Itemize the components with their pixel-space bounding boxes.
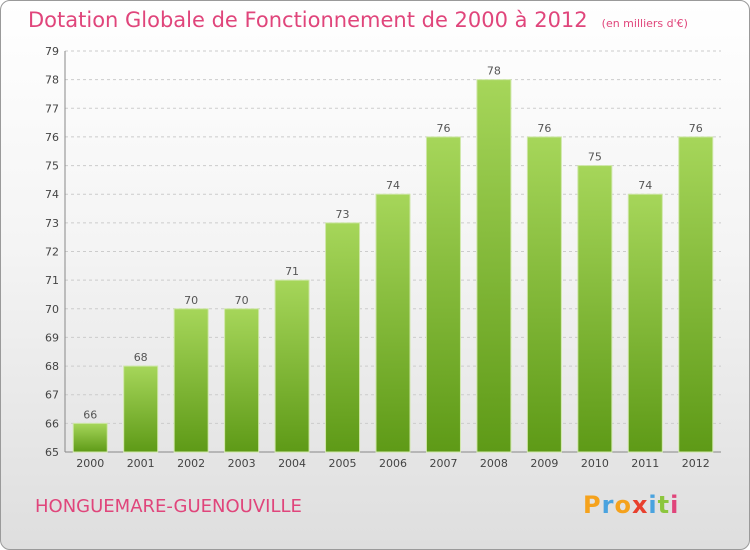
y-tick-label: 74 xyxy=(45,188,59,201)
value-labels: 66 68 70 70 71 73 74 76 78 76 75 74 76 xyxy=(83,65,703,422)
value-label-2000: 66 xyxy=(83,408,97,421)
chart-title: Dotation Globale de Fonctionnement de 20… xyxy=(28,8,688,32)
x-tick-label-2001: 2001 xyxy=(127,457,155,470)
bars xyxy=(72,79,714,453)
y-tick-label: 71 xyxy=(45,274,59,287)
bar-2008 xyxy=(476,79,512,453)
value-label-2003: 70 xyxy=(235,294,249,307)
x-tick-label-2012: 2012 xyxy=(682,457,710,470)
bar-2012 xyxy=(678,136,714,453)
logo-letter: r xyxy=(601,491,615,519)
y-tick-label: 77 xyxy=(45,102,59,115)
x-tick-label-2011: 2011 xyxy=(631,457,659,470)
value-label-2008: 78 xyxy=(487,65,501,78)
logo-letter: o xyxy=(614,491,632,519)
value-label-2007: 76 xyxy=(436,122,450,135)
x-tick-label-2010: 2010 xyxy=(581,457,609,470)
bar-2007 xyxy=(425,136,461,453)
x-tick-label-2004: 2004 xyxy=(278,457,306,470)
y-tick-label: 75 xyxy=(45,160,59,173)
y-tick-label: 72 xyxy=(45,246,59,259)
value-label-2006: 74 xyxy=(386,179,400,192)
x-tick-labels: 2000 2001 2002 2003 2004 2005 2006 2007 2008 2009… xyxy=(76,457,710,470)
y-tick-label: 73 xyxy=(45,217,59,230)
y-tick-label: 70 xyxy=(45,303,59,316)
y-tick-label: 69 xyxy=(45,331,59,344)
bar-2003 xyxy=(224,308,260,453)
y-tick-label: 67 xyxy=(45,389,59,402)
bar-2001 xyxy=(123,365,159,453)
y-tick-label: 79 xyxy=(45,45,59,58)
logo-letter: i xyxy=(648,491,658,519)
x-tick-label-2002: 2002 xyxy=(177,457,205,470)
y-tick-label: 65 xyxy=(45,446,59,459)
value-label-2011: 74 xyxy=(638,179,652,192)
logo-letter: x xyxy=(631,491,649,519)
value-label-2012: 76 xyxy=(689,122,703,135)
bar-2005 xyxy=(325,222,361,453)
x-tick-label-2007: 2007 xyxy=(429,457,457,470)
bar-2004 xyxy=(274,279,310,453)
bar-2002 xyxy=(173,308,209,453)
proxiti-logo: Proxiti xyxy=(583,491,679,519)
bar-2010 xyxy=(577,165,613,453)
logo-letter: i xyxy=(670,491,680,519)
bar-2006 xyxy=(375,193,411,453)
y-tick-label: 66 xyxy=(45,417,59,430)
bar-2000 xyxy=(72,422,108,453)
x-tick-label-2003: 2003 xyxy=(228,457,256,470)
value-label-2010: 75 xyxy=(588,151,602,164)
value-label-2009: 76 xyxy=(537,122,551,135)
value-label-2001: 68 xyxy=(134,351,148,364)
y-tick-label: 76 xyxy=(45,131,59,144)
y-tick-label: 78 xyxy=(45,74,59,87)
value-label-2005: 73 xyxy=(336,208,350,221)
logo-letter: t xyxy=(657,491,671,519)
chart-subtitle: (en milliers d'€) xyxy=(601,17,688,30)
x-tick-label-2009: 2009 xyxy=(530,457,558,470)
bar-2009 xyxy=(526,136,562,453)
x-tick-label-2006: 2006 xyxy=(379,457,407,470)
x-tick-label-2008: 2008 xyxy=(480,457,508,470)
bar-2011 xyxy=(627,193,663,453)
commune-name: HONGUEMARE-GUENOUVILLE xyxy=(35,496,302,517)
logo-letter: P xyxy=(583,491,602,519)
value-label-2002: 70 xyxy=(184,294,198,307)
y-tick-labels: 65 66 67 68 69 70 71 72 73 74 75 76 77 78 79 xyxy=(45,45,59,459)
x-tick-label-2005: 2005 xyxy=(329,457,357,470)
x-tick-label-2000: 2000 xyxy=(76,457,104,470)
title-text: Dotation Globale de Fonctionnement de 20… xyxy=(28,8,588,32)
value-label-2004: 71 xyxy=(285,265,299,278)
y-tick-label: 68 xyxy=(45,360,59,373)
